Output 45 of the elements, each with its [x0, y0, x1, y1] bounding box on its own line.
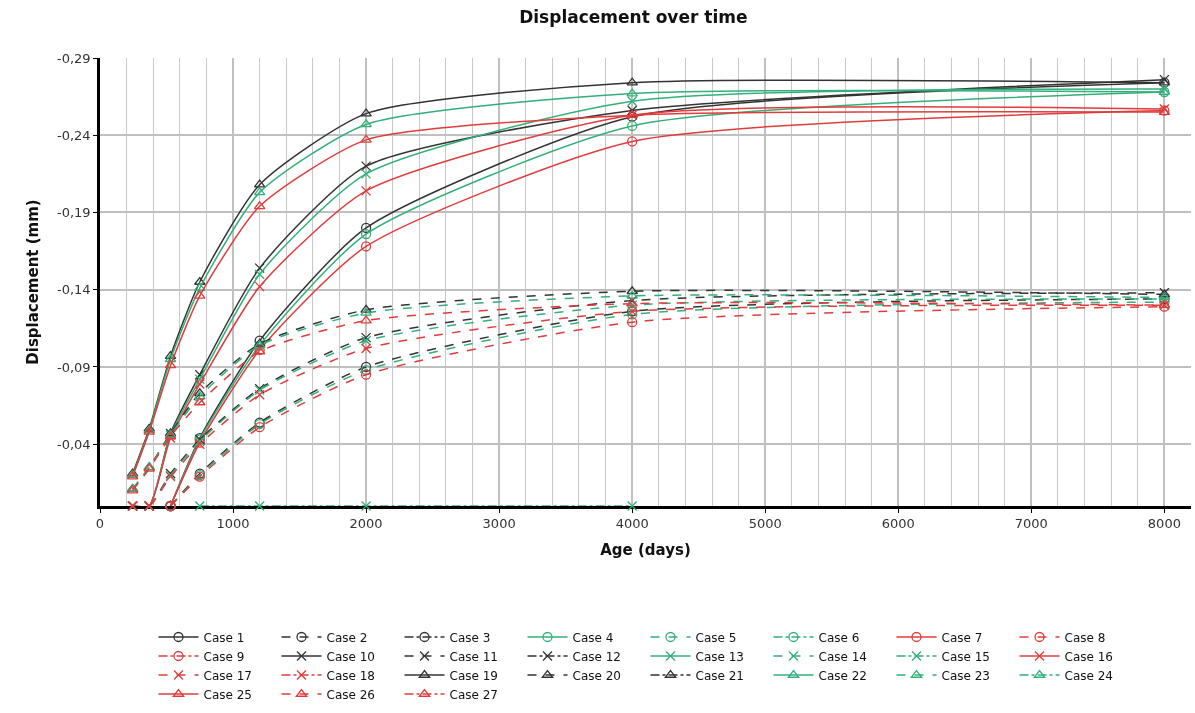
x-tick-label: 6000	[881, 516, 915, 532]
legend-label: Case 2	[326, 630, 368, 645]
y-tick-label: -0,29	[57, 50, 91, 66]
legend-label: Case 21	[695, 668, 744, 683]
x-tick-label: 7000	[1014, 516, 1048, 532]
legend-label: Case 9	[203, 649, 245, 664]
legend-label: Case 14	[818, 649, 867, 664]
legend-label: Case 23	[941, 668, 990, 683]
y-tick-label: -0,24	[57, 127, 91, 143]
y-tick-label: -0,19	[57, 205, 91, 221]
legend-label: Case 16	[1064, 649, 1113, 664]
legend-label: Case 17	[203, 668, 252, 683]
legend-label: Case 22	[818, 668, 867, 683]
legend-label: Case 27	[449, 687, 498, 702]
x-tick-label: 8000	[1147, 516, 1181, 532]
x-axis-title: Age (days)	[600, 541, 691, 560]
chart-title: Displacement over time	[519, 6, 748, 27]
legend-label: Case 10	[326, 649, 375, 664]
legend-label: Case 25	[203, 687, 252, 702]
legend-label: Case 12	[572, 649, 621, 664]
legend-label: Case 13	[695, 649, 744, 664]
x-tick-label: 0	[95, 516, 105, 532]
y-tick-label: -0,14	[57, 282, 91, 298]
y-tick-label: -0,09	[57, 359, 91, 375]
legend-label: Case 5	[695, 630, 737, 645]
legend-label: Case 20	[572, 668, 621, 683]
x-tick-label: 4000	[615, 516, 649, 532]
y-axis-title: Displacement (mm)	[24, 199, 43, 365]
legend-label: Case 19	[449, 668, 498, 683]
legend-label: Case 1	[203, 630, 245, 645]
x-tick-label: 5000	[748, 516, 782, 532]
x-tick-label: 2000	[349, 516, 383, 532]
legend-label: Case 18	[326, 668, 375, 683]
legend-label: Case 8	[1064, 630, 1106, 645]
legend-label: Case 3	[449, 630, 491, 645]
legend-label: Case 6	[818, 630, 860, 645]
legend-label: Case 15	[941, 649, 990, 664]
legend-label: Case 11	[449, 649, 498, 664]
legend-label: Case 26	[326, 687, 375, 702]
legend-label: Case 7	[941, 630, 983, 645]
y-tick-label: -0,04	[57, 436, 91, 452]
x-tick-label: 3000	[482, 516, 516, 532]
x-tick-label: 1000	[216, 516, 250, 532]
legend-label: Case 4	[572, 630, 614, 645]
legend-label: Case 24	[1064, 668, 1113, 683]
